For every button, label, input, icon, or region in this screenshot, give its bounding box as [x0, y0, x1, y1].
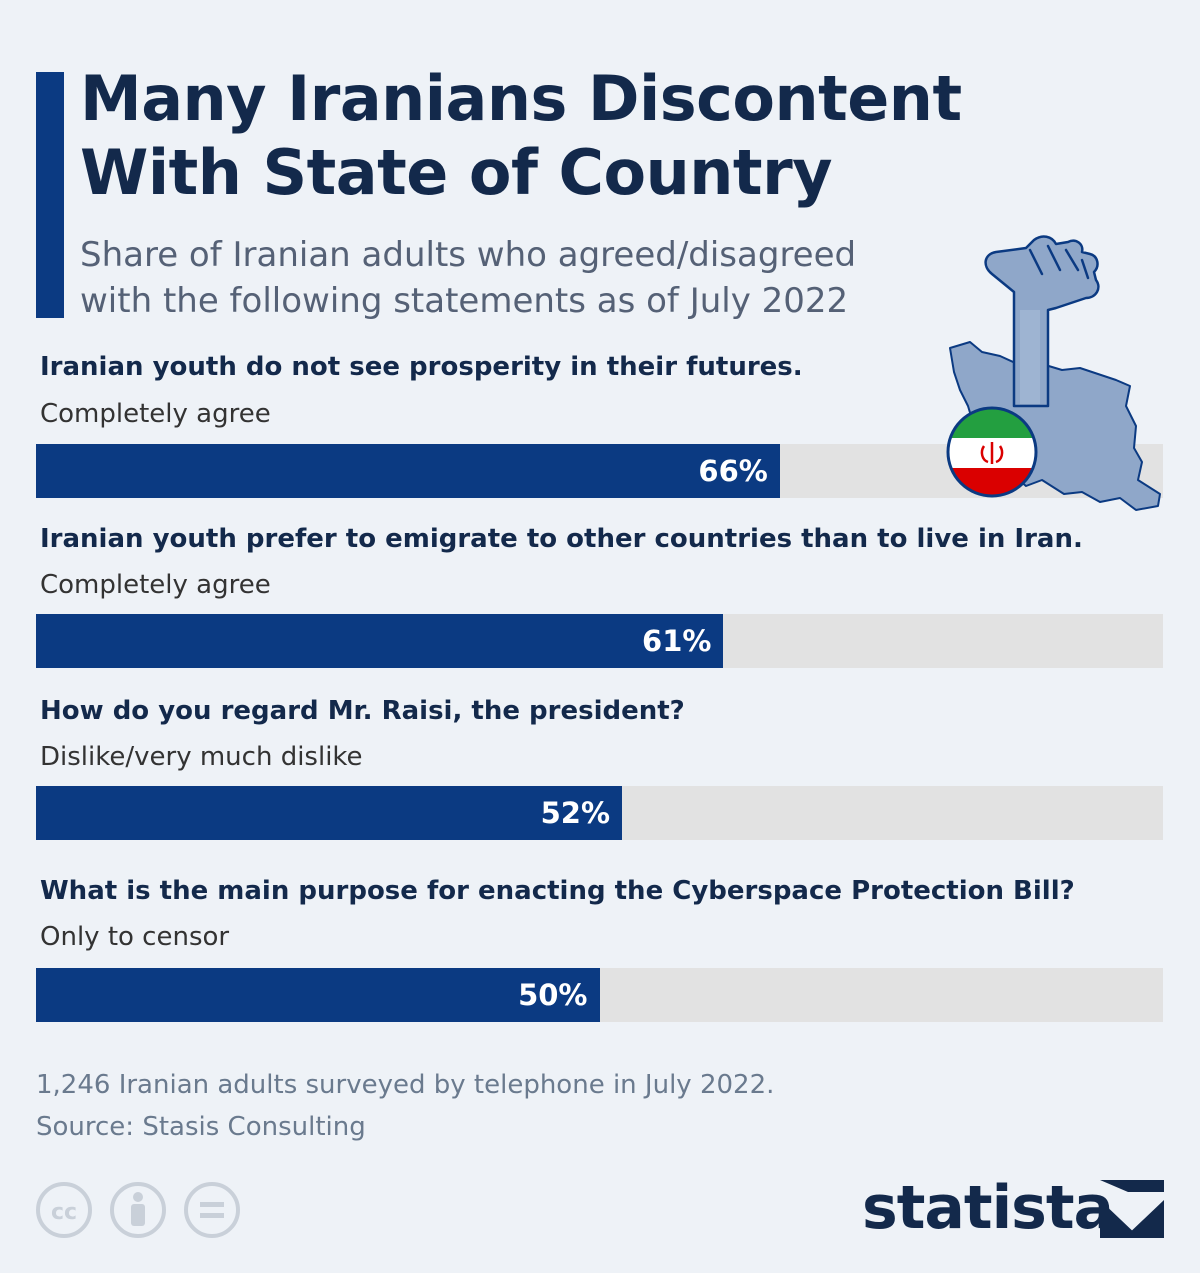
- answer-1: Completely agree: [40, 399, 271, 429]
- value-label-3: 52%: [540, 796, 611, 830]
- value-label-4: 50%: [518, 978, 588, 1012]
- iran-flag-icon: [946, 406, 1038, 498]
- footnote: 1,246 Iranian adults surveyed by telepho…: [36, 1064, 774, 1148]
- license-icons: cc: [36, 1182, 240, 1238]
- survey-note: 1,246 Iranian adults surveyed by telepho…: [36, 1070, 775, 1100]
- question-3: How do you regard Mr. Raisi, the preside…: [40, 696, 685, 726]
- answer-4: Only to censor: [40, 922, 230, 952]
- title-line-1: Many Iranians Discontent: [80, 62, 962, 135]
- question-2: Iranian youth prefer to emigrate to othe…: [40, 524, 1083, 554]
- bar-2: [36, 614, 724, 668]
- illustration: [946, 235, 1161, 511]
- attribution-icon[interactable]: [110, 1182, 166, 1238]
- subtitle-line-1: Share of Iranian adults who agreed/disag…: [80, 235, 857, 275]
- question-1: Iranian youth do not see prosperity in t…: [40, 352, 803, 382]
- bar-1: [36, 444, 780, 498]
- brand-wordmark: statista: [862, 1173, 1114, 1243]
- cc-icon[interactable]: cc: [36, 1182, 92, 1238]
- title-line-2: With State of Country: [80, 136, 833, 209]
- title-accent-bar: [36, 72, 64, 318]
- value-label-1: 66%: [698, 454, 768, 488]
- source-note: Source: Stasis Consulting: [36, 1112, 366, 1142]
- bar-4: [36, 968, 600, 1022]
- bar-3: [36, 786, 623, 840]
- subtitle-line-2: with the following statements as of July…: [80, 281, 849, 321]
- bar-track-3: 52%: [36, 786, 1163, 840]
- svg-text:cc: cc: [51, 1200, 77, 1225]
- answer-3: Dislike/very much dislike: [40, 742, 363, 772]
- bar-track-2: 61%: [36, 614, 1163, 668]
- no-derivatives-icon[interactable]: [184, 1182, 240, 1238]
- statista-mark-icon: [1100, 1180, 1164, 1238]
- bar-track-4: 50%: [36, 968, 1163, 1022]
- chart-title: Many Iranians Discontent With State of C…: [80, 62, 1040, 210]
- statista-logo[interactable]: statista: [862, 1168, 1172, 1248]
- answer-2: Completely agree: [40, 570, 271, 600]
- question-4: What is the main purpose for enacting th…: [40, 876, 1075, 906]
- chart-subtitle: Share of Iranian adults who agreed/disag…: [80, 232, 940, 324]
- raised-fist-icon: [984, 235, 1100, 408]
- value-label-2: 61%: [642, 624, 712, 658]
